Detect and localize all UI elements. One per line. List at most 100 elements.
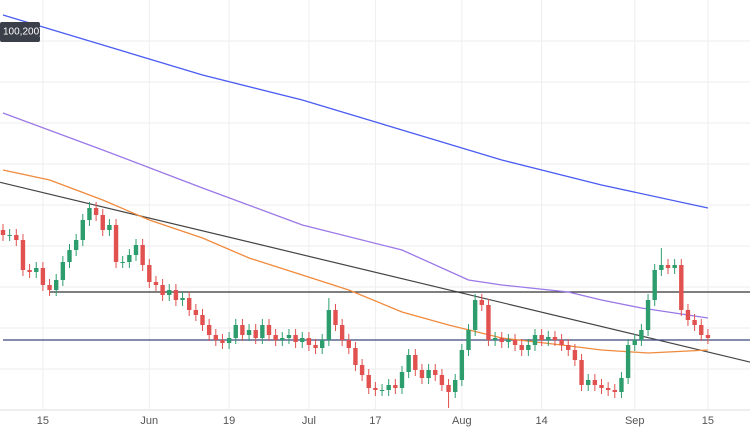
candle-body [519, 345, 524, 350]
candle-body [113, 225, 119, 262]
plot [0, 0, 750, 410]
candle-body [699, 325, 704, 335]
candle-body [20, 240, 26, 270]
moving-average [2, 112, 708, 319]
candle-body [386, 385, 391, 390]
candle-body [499, 338, 504, 342]
candle-body [7, 235, 12, 236]
candle-body [433, 370, 438, 375]
moving-average [2, 169, 708, 354]
candle-body [705, 335, 711, 338]
candle-body [346, 340, 351, 348]
x-tick-label: Sep [625, 415, 645, 427]
moving-average [2, 14, 709, 209]
candle-body [226, 338, 232, 343]
candle-body [419, 370, 425, 378]
candle-body [320, 340, 325, 348]
candle-body [466, 330, 471, 350]
candle-body [512, 340, 518, 345]
candle-body [93, 208, 99, 215]
candle-body [366, 375, 371, 388]
candle-body [54, 280, 59, 290]
candle-body [167, 290, 172, 295]
candle-body [220, 340, 225, 343]
candle-body [539, 335, 544, 340]
candle-body [459, 350, 465, 380]
candle-body [27, 270, 32, 272]
candle-body [599, 385, 604, 388]
candle-body [187, 298, 192, 310]
candle-body [492, 338, 498, 340]
candle-body [173, 290, 179, 300]
candle-body [60, 262, 66, 280]
candle-body [80, 220, 85, 240]
x-tick-label: 15 [702, 415, 714, 427]
candle-body [0, 230, 6, 235]
candle-body [413, 355, 418, 370]
candle-body [679, 265, 684, 310]
candle-body [399, 372, 405, 388]
candle-body [293, 335, 298, 342]
candle-body [393, 385, 398, 388]
candle-body [240, 325, 245, 335]
candle-body [406, 355, 411, 372]
candle-body [605, 388, 611, 390]
candle-body [692, 320, 697, 325]
candle-body [446, 385, 451, 392]
candle-body [67, 250, 72, 262]
candle-body [592, 380, 598, 385]
candle-body [206, 325, 212, 335]
candle-body [426, 370, 431, 378]
candle-body [566, 345, 571, 350]
candle-body [266, 325, 272, 335]
candle-body [353, 348, 358, 365]
candle-body [273, 335, 278, 340]
candle-body [133, 245, 139, 255]
candle-body [379, 390, 385, 391]
candle-body [632, 340, 637, 345]
candle-body [625, 345, 631, 378]
indicator-label: 100,200) [3, 27, 42, 38]
candle-body [339, 325, 345, 340]
candle-body [546, 337, 551, 340]
candle-body [685, 310, 691, 320]
candle-body [246, 330, 252, 335]
candle-body [140, 245, 145, 265]
candle-body [359, 365, 365, 375]
candle-body [486, 305, 491, 340]
candle-body [672, 265, 677, 268]
x-tick-label: Jun [140, 415, 158, 427]
x-tick-label: 15 [37, 415, 49, 427]
x-tick-label: Jul [302, 415, 316, 427]
candle-body [233, 325, 238, 338]
candle-body [639, 330, 644, 340]
candle-body [34, 268, 39, 272]
candle-body [306, 338, 312, 345]
candle-body [147, 265, 152, 282]
candle-body [280, 338, 285, 340]
x-tick-label: 17 [369, 415, 381, 427]
candle-body [652, 270, 657, 300]
x-tick-label: Aug [452, 415, 472, 427]
candle-body [586, 380, 591, 385]
candle-body [286, 335, 292, 338]
candle-body [193, 310, 199, 315]
trendline [0, 181, 750, 363]
candle-body [200, 315, 205, 325]
x-tick-label: 14 [536, 415, 548, 427]
candle-body [619, 378, 624, 392]
candle-body [100, 215, 105, 230]
candle-body [572, 350, 578, 360]
candle-body [472, 300, 478, 330]
candle-body [579, 360, 584, 385]
candle-body [253, 330, 258, 338]
candle-body [127, 255, 132, 262]
candle-body [107, 225, 112, 230]
candle-body [120, 262, 125, 263]
candle-body [300, 338, 305, 342]
candle-body [506, 340, 511, 342]
candle-body [552, 337, 558, 340]
candle-body [526, 345, 531, 350]
candle-body [213, 335, 218, 340]
